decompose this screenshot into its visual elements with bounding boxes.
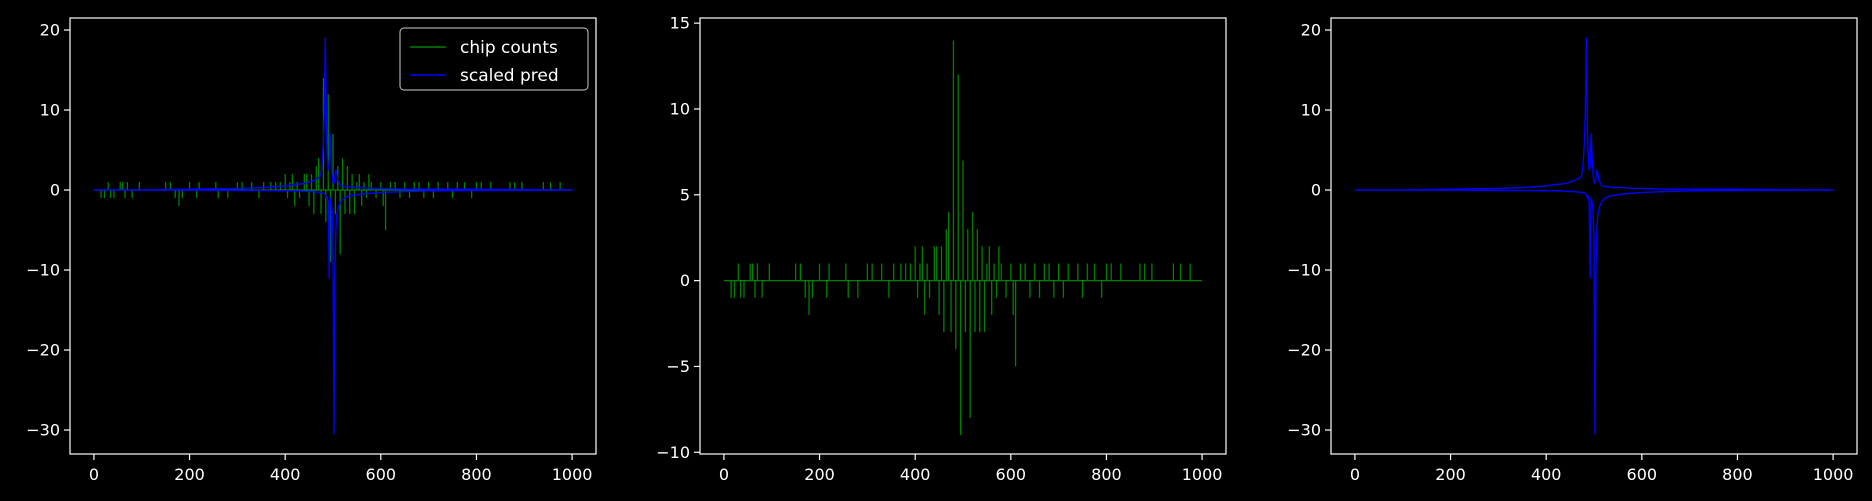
plot-area <box>1354 37 1834 435</box>
y-tick: 10 <box>1301 101 1331 120</box>
y-tick-label: 5 <box>680 185 690 204</box>
x-tick: 400 <box>1531 454 1562 484</box>
y-tick: 10 <box>670 99 700 118</box>
x-tick-label: 200 <box>804 465 835 484</box>
x-tick: 1000 <box>1813 454 1854 484</box>
y-tick-label: −10 <box>26 261 60 280</box>
y-tick: −5 <box>666 357 700 376</box>
y-tick: −10 <box>656 443 700 462</box>
y-tick-label: 10 <box>670 99 690 118</box>
x-tick-label: 800 <box>461 465 492 484</box>
x-tick: 0 <box>1350 454 1360 484</box>
y-tick-label: −30 <box>26 421 60 440</box>
y-tick: 20 <box>1301 21 1331 40</box>
middle-panel: 0 200 400 600 800 1000 −10 −5 0 5 10 15 <box>656 14 1227 484</box>
y-tick: 10 <box>40 101 70 120</box>
x-tick: 0 <box>89 454 99 484</box>
x-tick: 200 <box>804 454 835 484</box>
y-tick-label: 0 <box>50 181 60 200</box>
x-tick: 400 <box>900 454 931 484</box>
x-tick-label: 200 <box>174 465 205 484</box>
x-tick: 200 <box>174 454 205 484</box>
axes-frame <box>69 17 597 455</box>
y-tick-label: 10 <box>1301 101 1321 120</box>
y-tick-label: −10 <box>656 443 690 462</box>
x-tick-label: 400 <box>900 465 931 484</box>
y-tick-label: −5 <box>666 357 690 376</box>
axes-frame <box>699 17 1227 455</box>
scaled-pred-line <box>93 37 573 435</box>
x-tick-label: 800 <box>1091 465 1122 484</box>
x-tick-label: 400 <box>1531 465 1562 484</box>
y-tick-label: 0 <box>680 271 690 290</box>
x-tick: 1000 <box>552 454 593 484</box>
x-tick-label: 1000 <box>1813 465 1854 484</box>
legend-box <box>399 27 589 91</box>
legend-label: scaled pred <box>460 66 559 86</box>
y-tick: 0 <box>680 271 700 290</box>
legend: chip counts scaled pred <box>399 27 589 91</box>
y-tick-label: 15 <box>670 14 690 33</box>
x-tick: 600 <box>1627 454 1658 484</box>
legend-label: chip counts <box>460 38 558 58</box>
y-tick-label: −20 <box>26 341 60 360</box>
y-tick-label: 0 <box>1311 181 1321 200</box>
x-tick: 200 <box>1435 454 1466 484</box>
x-tick-label: 600 <box>996 465 1027 484</box>
y-tick: −30 <box>26 421 70 440</box>
y-tick-label: 20 <box>40 21 60 40</box>
x-tick: 400 <box>270 454 301 484</box>
x-tick-label: 200 <box>1435 465 1466 484</box>
x-tick-label: 400 <box>270 465 301 484</box>
plot-area <box>93 37 573 435</box>
plot-area <box>723 40 1203 436</box>
y-tick-label: 10 <box>40 101 60 120</box>
y-tick: 5 <box>680 185 700 204</box>
x-tick: 0 <box>719 454 729 484</box>
x-tick-label: 600 <box>366 465 397 484</box>
axes-frame <box>1330 17 1858 455</box>
y-tick: −20 <box>1287 341 1331 360</box>
x-tick-label: 1000 <box>552 465 593 484</box>
x-tick-label: 0 <box>1350 465 1360 484</box>
y-tick-label: −30 <box>1287 421 1321 440</box>
right-panel: 0 200 400 600 800 1000 −30 −20 −10 0 10 20 <box>1287 17 1858 484</box>
left-panel: 0 200 400 600 800 1000 −30 −20 −10 0 10 20 chip coun… <box>26 17 597 484</box>
x-tick: 600 <box>996 454 1027 484</box>
x-tick-label: 0 <box>719 465 729 484</box>
y-tick-label: 20 <box>1301 21 1321 40</box>
x-tick-label: 800 <box>1722 465 1753 484</box>
y-tick-label: −10 <box>1287 261 1321 280</box>
y-tick: 20 <box>40 21 70 40</box>
y-tick: −20 <box>26 341 70 360</box>
x-tick: 600 <box>366 454 397 484</box>
y-tick: −10 <box>1287 261 1331 280</box>
x-tick-label: 0 <box>89 465 99 484</box>
y-tick: −10 <box>26 261 70 280</box>
x-tick-label: 600 <box>1627 465 1658 484</box>
x-tick: 800 <box>461 454 492 484</box>
y-tick: 0 <box>1311 181 1331 200</box>
y-tick-label: −20 <box>1287 341 1321 360</box>
series-0-line <box>1354 37 1834 435</box>
y-tick: 0 <box>50 181 70 200</box>
y-tick: −30 <box>1287 421 1331 440</box>
x-tick-label: 1000 <box>1182 465 1223 484</box>
y-tick: 15 <box>670 14 700 33</box>
x-tick: 1000 <box>1182 454 1223 484</box>
x-tick: 800 <box>1722 454 1753 484</box>
x-tick: 800 <box>1091 454 1122 484</box>
